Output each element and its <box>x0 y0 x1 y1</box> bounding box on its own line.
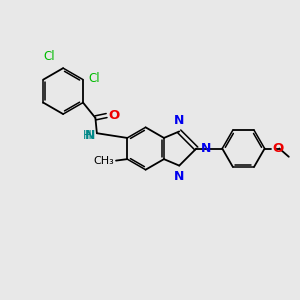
Text: CH₃: CH₃ <box>94 156 114 166</box>
Text: O: O <box>108 109 119 122</box>
Text: O: O <box>272 142 283 155</box>
Text: N: N <box>174 170 184 183</box>
Text: N: N <box>201 142 211 155</box>
Text: H: H <box>83 129 92 142</box>
Text: N: N <box>174 114 184 127</box>
Text: Cl: Cl <box>88 72 100 85</box>
Text: Cl: Cl <box>43 50 55 63</box>
Text: N: N <box>85 129 96 142</box>
